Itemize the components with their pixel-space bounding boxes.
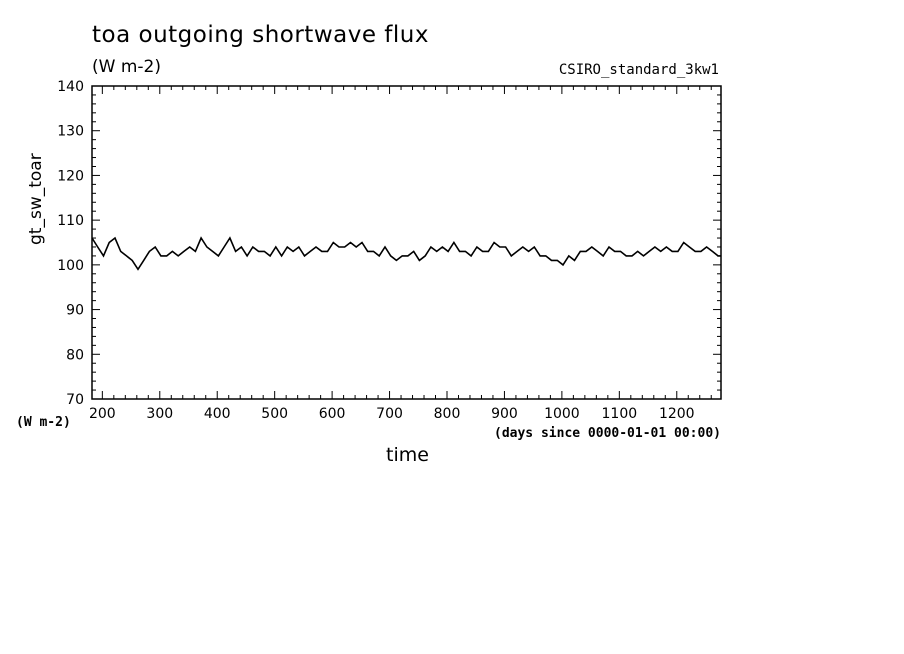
y-tick-label: 140 xyxy=(57,79,84,95)
x-tick-label: 500 xyxy=(261,406,288,422)
x-tick-label: 400 xyxy=(204,406,231,422)
y-tick-label: 110 xyxy=(57,213,84,229)
y-tick-label: 130 xyxy=(57,124,84,140)
x-tick-label: 1000 xyxy=(544,406,580,422)
y-axis-units: (W m-2) xyxy=(16,415,71,430)
y-tick-label: 70 xyxy=(66,392,84,408)
chart-subtitle: (W m-2) xyxy=(92,57,161,77)
series-line xyxy=(91,236,721,271)
x-tick-label: 600 xyxy=(319,406,346,422)
y-tick-label: 120 xyxy=(57,168,84,184)
run-label: CSIRO_standard_3kw1 xyxy=(558,62,719,78)
x-axis-label: time xyxy=(386,444,429,466)
y-tick-label: 90 xyxy=(66,303,84,319)
axis-ticks: 70 80 90 100 110 120 130 140 200 300 400 500 600 700 8… xyxy=(57,79,721,422)
x-tick-label: 200 xyxy=(89,406,116,422)
x-axis-units: (days since 0000-01-01 00:00) xyxy=(494,426,721,441)
x-tick-label: 700 xyxy=(376,406,403,422)
y-tick-label: 100 xyxy=(57,258,84,274)
y-tick-label: 80 xyxy=(66,347,84,363)
chart-title: toa outgoing shortwave flux xyxy=(92,22,429,48)
x-tick-label: 300 xyxy=(146,406,173,422)
plot-frame xyxy=(91,85,722,400)
x-tick-label: 800 xyxy=(434,406,461,422)
x-tick-label: 1100 xyxy=(602,406,638,422)
x-tick-label: 1200 xyxy=(659,406,695,422)
series-group xyxy=(91,236,721,271)
x-tick-label: 900 xyxy=(491,406,518,422)
